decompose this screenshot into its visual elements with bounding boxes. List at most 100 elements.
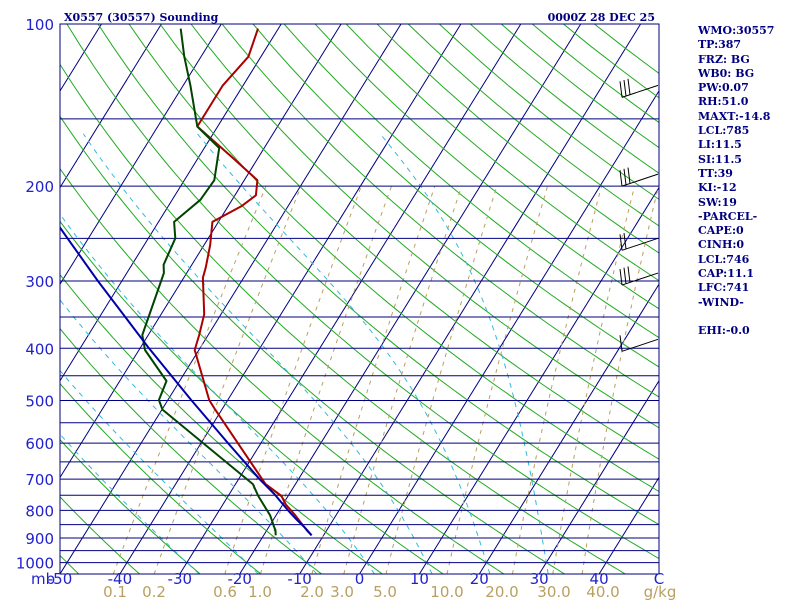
wind-barb: [619, 167, 659, 187]
isotherm: [239, 24, 582, 574]
index-line: RH:51.0: [698, 95, 749, 109]
isotherm: [538, 379, 659, 574]
pressure-label: 1000: [16, 555, 54, 573]
barb-staff: [621, 173, 659, 187]
index-panel: WMO:30557 TP:387 FRZ: BG WB0: BG PW:0.07 RH:5…: [698, 24, 798, 339]
dry-adiabat: [376, 24, 659, 254]
dry-adiabat: [60, 115, 565, 574]
temperature-profile: [193, 28, 313, 536]
mixing-ratio-label: 10.0: [430, 583, 463, 600]
index-line: PW:0.07: [698, 81, 749, 95]
dry-adiabat: [66, 24, 659, 560]
barb-feather: [619, 234, 623, 251]
dry-adiabat: [60, 554, 80, 574]
pressure-label: 100: [25, 16, 54, 34]
barb-feather: [623, 80, 627, 97]
barb-feather: [623, 267, 627, 284]
mixing-ratio-label: 40.0: [586, 583, 619, 600]
isotherm: [60, 24, 222, 286]
dewpoint-profile: [141, 28, 277, 536]
barb-feather: [619, 81, 623, 98]
dry-adiabat: [0, 24, 18, 574]
dry-adiabat: [60, 63, 626, 574]
index-line: TT:39: [698, 166, 733, 180]
temperature-label: 20: [470, 570, 489, 588]
dry-adiabat: [345, 24, 659, 282]
temperature-label: -10: [287, 570, 312, 588]
index-line: WMO:30557: [698, 24, 775, 37]
mixing-ratio-label: 20.0: [485, 583, 518, 600]
moist-adiabat: [82, 133, 433, 574]
sounding-time: 0000Z 28 DEC 25: [548, 11, 655, 24]
index-line: CINH:0: [698, 238, 745, 252]
pressure-label: 900: [25, 530, 54, 548]
temperature-label: 30: [530, 570, 549, 588]
wind-barb: [619, 335, 659, 352]
index-line: TP:387: [698, 38, 742, 52]
barb-feather: [627, 78, 631, 95]
pressure-label: 600: [25, 435, 54, 453]
isotherm: [60, 24, 342, 479]
dry-adiabat: [252, 24, 659, 368]
dry-adiabat: [221, 24, 659, 398]
barb-feather: [627, 167, 631, 184]
pressure-label: 300: [25, 273, 54, 291]
dry-adiabat: [159, 24, 659, 460]
index-line: CAPE:0: [698, 224, 744, 238]
index-line: SI:11.5: [698, 152, 742, 166]
barb-feather: [619, 170, 623, 187]
wind-barb: [619, 78, 659, 98]
temperature-label: C: [654, 570, 664, 588]
mixing-ratio-line: [259, 185, 392, 574]
isotherm: [359, 89, 659, 574]
index-line: FRZ: BG: [698, 52, 750, 66]
barb-staff: [621, 237, 659, 251]
index-line: LCL:785: [698, 124, 750, 138]
isotherm: [60, 24, 162, 189]
index-line: KI:-12: [698, 181, 737, 195]
mixing-ratio-label: 0.6: [213, 583, 237, 600]
barb-staff: [621, 338, 659, 352]
dry-adiabat: [60, 167, 505, 574]
temperature-label: 0: [355, 570, 365, 588]
mixing-ratio-line: [112, 185, 267, 574]
mixing-ratio-line: [153, 185, 302, 574]
mixing-ratio-line: [343, 185, 463, 574]
dry-adiabat: [60, 220, 444, 574]
temperature-label: -20: [227, 570, 252, 588]
isotherm: [119, 24, 462, 574]
wind-barb: [619, 232, 659, 251]
dry-adiabat: [97, 24, 659, 526]
mixing-ratio-label: 2.0: [300, 583, 324, 600]
mixing-ratio-label: 1.0: [248, 583, 272, 600]
dry-adiabat: [60, 438, 201, 574]
mixing-ratio-label: 30.0: [537, 583, 570, 600]
dry-adiabat: [283, 24, 659, 339]
dry-adiabat: [190, 24, 659, 429]
temperature-label: 40: [590, 570, 609, 588]
mixing-ratio-label: 0.2: [142, 583, 166, 600]
index-line: MAXT:-14.8: [698, 109, 771, 123]
moist-adiabat: [379, 133, 549, 574]
mixing-ratio-line: [446, 185, 549, 574]
barb-feather: [619, 335, 623, 352]
pressure-label: 700: [25, 471, 54, 489]
isotherm: [179, 24, 522, 574]
isotherm: [418, 186, 659, 574]
barb-feather: [623, 168, 627, 185]
index-line: LI:11.5: [698, 138, 742, 152]
index-line: CAP:11.1: [698, 267, 755, 281]
pressure-label: 500: [25, 392, 54, 410]
temperature-label: -40: [108, 570, 133, 588]
temperature-label: -30: [168, 570, 193, 588]
index-line: -WIND-: [698, 295, 744, 309]
barb-staff: [621, 272, 659, 286]
isotherm: [598, 476, 659, 574]
dry-adiabat: [314, 24, 659, 310]
parcel-profile: [60, 225, 313, 536]
mixing-ratio-label: 3.0: [330, 583, 354, 600]
mixing-ratio-line: [311, 185, 436, 574]
isotherm: [478, 283, 659, 574]
dry-adiabat: [60, 327, 322, 574]
